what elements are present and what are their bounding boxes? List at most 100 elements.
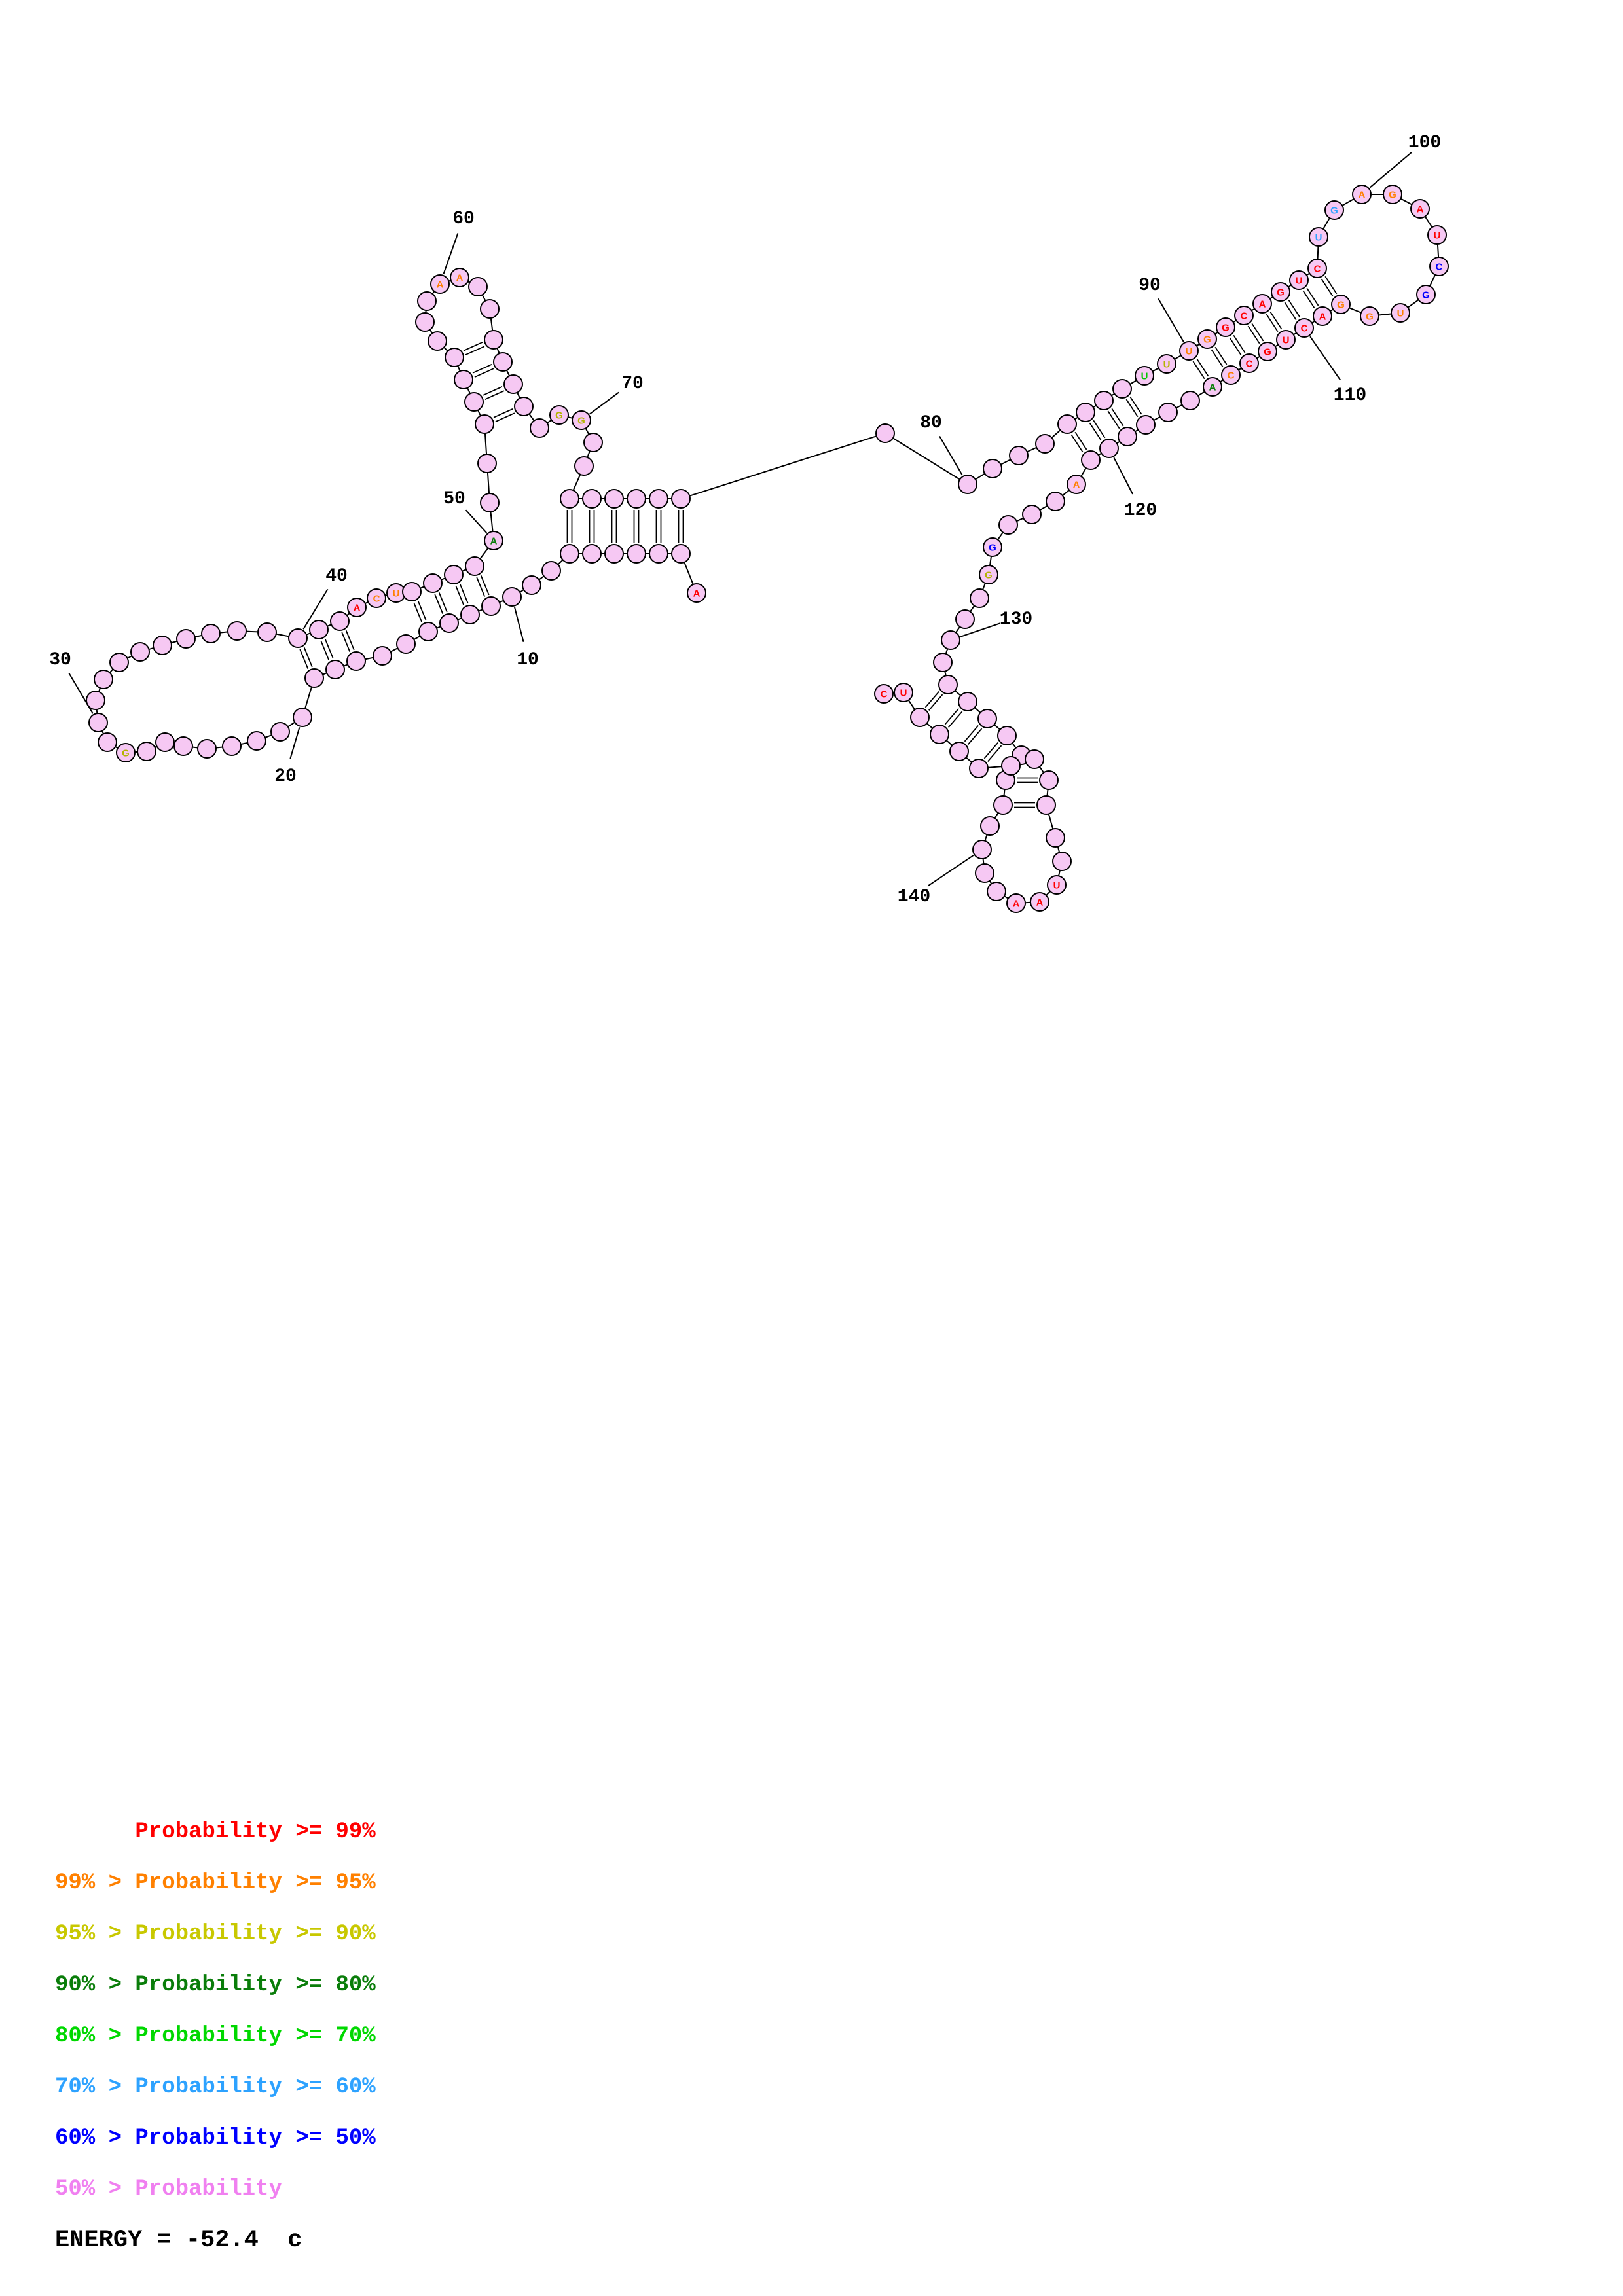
nucleotide-circle bbox=[94, 670, 113, 689]
nucleotide-letter: G bbox=[1422, 290, 1430, 301]
nucleotide-88: U bbox=[1135, 366, 1154, 386]
nucleotide-circle bbox=[1099, 439, 1119, 458]
backbone-segment bbox=[945, 648, 949, 655]
nucleotide-circle bbox=[970, 588, 989, 608]
legend-line-lt50: 50% > Probability bbox=[55, 2177, 282, 2202]
nucleotide-circle bbox=[293, 708, 312, 727]
nucleotide-117 bbox=[1158, 403, 1178, 422]
nucleotide-circle bbox=[1094, 391, 1114, 410]
position-label-120: 120 bbox=[1124, 501, 1157, 521]
nucleotide-circle bbox=[1180, 391, 1200, 410]
nucleotide-circle bbox=[574, 456, 594, 476]
nucleotide-141 bbox=[975, 863, 994, 883]
nucleotide-circle bbox=[109, 653, 129, 672]
base-pair-bond bbox=[1269, 311, 1283, 330]
nucleotide-letter: U bbox=[900, 688, 907, 699]
base-pair-bond bbox=[1129, 396, 1142, 415]
nucleotide-letter: C bbox=[1314, 264, 1321, 275]
backbone-segment bbox=[506, 370, 510, 376]
base-pair-bond bbox=[944, 708, 959, 725]
base-pair-bond bbox=[1196, 358, 1209, 377]
nucleotide-letter: C bbox=[1246, 359, 1253, 370]
nucleotide-circle bbox=[1391, 303, 1410, 323]
nucleotide-circle bbox=[1324, 200, 1344, 220]
backbone-segment bbox=[429, 329, 433, 334]
nucleotide-circle bbox=[949, 742, 969, 761]
nucleotide-circle bbox=[987, 882, 1006, 901]
backbone-segment bbox=[993, 724, 1001, 730]
nucleotide-circle bbox=[1022, 505, 1042, 524]
nucleotide-144: A bbox=[1030, 892, 1049, 912]
label-leader-line bbox=[68, 672, 94, 714]
nucleotide-circle bbox=[1360, 306, 1379, 326]
backbone-segment bbox=[499, 600, 504, 603]
backbone-segment bbox=[557, 559, 564, 565]
nucleotide-7 bbox=[560, 544, 579, 564]
nucleotide-circle bbox=[270, 722, 290, 742]
nucleotide-52 bbox=[477, 454, 497, 473]
nucleotide-156: U bbox=[894, 683, 913, 702]
nucleotide-circle bbox=[502, 587, 522, 607]
nucleotide-53 bbox=[475, 414, 494, 434]
base-pair-bond bbox=[1233, 334, 1246, 353]
nucleotide-33 bbox=[109, 653, 129, 672]
nucleotide-circle bbox=[415, 312, 435, 332]
backbone-segment bbox=[970, 605, 975, 613]
backbone-segment bbox=[892, 437, 960, 480]
backbone-segment bbox=[1012, 742, 1017, 749]
nucleotide-letter: U bbox=[1186, 346, 1193, 357]
nucleotide-circle bbox=[979, 565, 998, 584]
nucleotide-circle bbox=[1331, 295, 1351, 314]
nucleotide-circle bbox=[910, 708, 930, 727]
nucleotide-150 bbox=[1025, 749, 1044, 769]
backbone-segment bbox=[954, 690, 962, 696]
nucleotide-102: A bbox=[1410, 199, 1430, 219]
nucleotide-74 bbox=[582, 489, 602, 509]
nucleotide-147 bbox=[1046, 828, 1065, 848]
nucleotide-22 bbox=[247, 731, 266, 751]
backbone-segment bbox=[457, 365, 461, 372]
base-pair-bond bbox=[480, 575, 490, 596]
nucleotide-95: G bbox=[1271, 282, 1290, 302]
backbone-segment bbox=[264, 734, 272, 738]
nucleotide-145: U bbox=[1047, 875, 1067, 895]
nucleotide-circle bbox=[1081, 450, 1101, 470]
nucleotide-49 bbox=[465, 556, 484, 576]
nucleotide-1: A bbox=[687, 583, 706, 603]
nucleotide-circle bbox=[627, 544, 646, 564]
nucleotide-132 bbox=[938, 675, 958, 694]
nucleotide-81 bbox=[983, 459, 1002, 478]
nucleotide-42 bbox=[330, 611, 350, 631]
nucleotide-circle bbox=[1025, 749, 1044, 769]
nucleotide-circle bbox=[582, 489, 602, 509]
nucleotide-circle bbox=[941, 630, 960, 650]
legend-line-99: Probability >= 99% bbox=[55, 1820, 376, 1844]
nucleotide-94: A bbox=[1252, 294, 1272, 314]
nucleotide-14 bbox=[418, 622, 438, 641]
nucleotide-circle bbox=[983, 459, 1002, 478]
base-pair-bond bbox=[1089, 422, 1102, 441]
nucleotide-108: G bbox=[1331, 295, 1351, 314]
nucleotide-89: U bbox=[1157, 354, 1176, 374]
nucleotide-circle bbox=[983, 537, 1002, 557]
nucleotide-104: C bbox=[1429, 257, 1449, 276]
backbone-segment bbox=[989, 556, 993, 566]
base-pair-bond bbox=[303, 647, 313, 668]
nucleotide-112: G bbox=[1258, 342, 1277, 361]
nucleotide-72 bbox=[574, 456, 594, 476]
nucleotide-5 bbox=[604, 544, 624, 564]
backbone-segment bbox=[194, 634, 202, 638]
nucleotide-letter: A bbox=[437, 279, 444, 291]
backbone-segment bbox=[1004, 895, 1009, 899]
nucleotide-138 bbox=[993, 795, 1013, 815]
nucleotide-circle bbox=[1271, 282, 1290, 302]
nucleotide-13 bbox=[439, 613, 459, 633]
nucleotide-letter: G bbox=[555, 410, 563, 422]
nucleotide-75 bbox=[604, 489, 624, 509]
nucleotide-circle bbox=[993, 795, 1013, 815]
nucleotide-92: G bbox=[1216, 317, 1235, 337]
nucleotide-letter: G bbox=[1337, 300, 1345, 311]
position-label-70: 70 bbox=[621, 374, 644, 394]
nucleotide-63 bbox=[480, 299, 500, 319]
